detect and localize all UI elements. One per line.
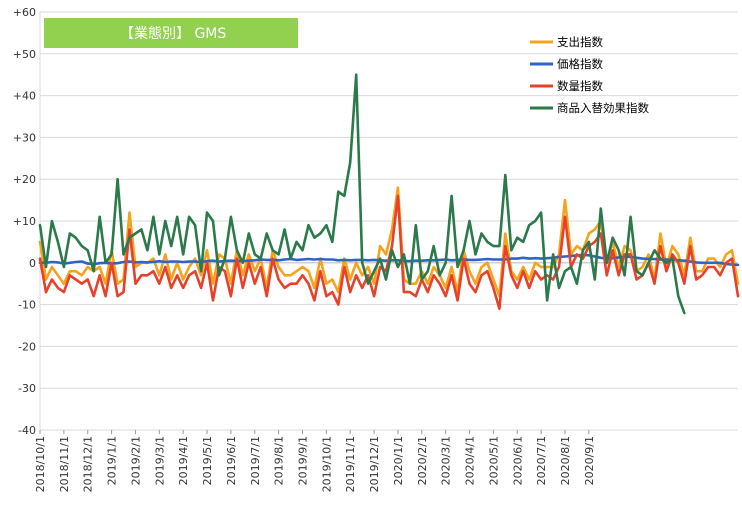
x-tick-label: 2020/1/1: [392, 436, 405, 485]
y-tick-label: -30: [18, 382, 36, 395]
x-tick-label: 2019/7/1: [249, 436, 262, 485]
x-tick-label: 2020/2/1: [416, 436, 429, 485]
y-tick-label: +60: [13, 6, 36, 19]
y-axis: +60 +50 +40 +30 +20 +10 0 -10 -20 -30 -40: [13, 6, 36, 437]
legend-label: 価格指数: [557, 57, 603, 71]
x-tick-label: 2020/6/1: [511, 436, 524, 485]
x-tick-label: 2020/5/1: [487, 436, 500, 485]
y-tick-label: -10: [18, 299, 36, 312]
y-tick-label: -40: [18, 424, 36, 437]
y-tick-label: -20: [18, 340, 36, 353]
x-tick-label: 2019/1/1: [106, 436, 119, 485]
x-tick-label: 2020/9/1: [583, 436, 596, 485]
chart-title-box: 【業態別】 GMS: [44, 18, 298, 48]
y-tick-label: +50: [13, 48, 36, 61]
x-tick-label: 2018/10/1: [34, 436, 47, 492]
x-tick-label: 2019/5/1: [201, 436, 214, 485]
y-tick-label: 0: [29, 257, 36, 270]
x-tick-label: 2019/4/1: [177, 436, 190, 485]
chart-title-background: [44, 18, 298, 48]
x-tick-label: 2019/6/1: [225, 436, 238, 485]
y-tick-label: +30: [13, 131, 36, 144]
chart-title: 【業態別】 GMS: [120, 26, 226, 42]
x-tick-label: 2020/4/1: [464, 436, 477, 485]
legend-label: 数量指数: [557, 79, 603, 93]
x-tick-label: 2020/3/1: [440, 436, 453, 485]
legend-label: 商品入替効果指数: [557, 101, 649, 115]
x-tick-label: 2018/12/1: [82, 436, 95, 492]
series-layer: [38, 73, 740, 315]
y-tick-label: +40: [13, 90, 36, 103]
y-tick-label: +10: [13, 215, 36, 228]
grid-layer: [39, 11, 738, 431]
series-line-4: [38, 73, 686, 315]
x-tick-label: 2019/9/1: [296, 436, 309, 485]
x-tick-label: 2019/11/1: [344, 436, 357, 492]
x-tick-label: 2019/12/1: [368, 436, 381, 492]
x-tick-label: 2020/8/1: [559, 436, 572, 485]
x-tick-label: 2019/8/1: [273, 436, 286, 485]
x-tick-label: 2020/7/1: [535, 436, 548, 485]
legend-label: 支出指数: [557, 35, 603, 49]
x-tick-label: 2018/11/1: [58, 436, 71, 492]
x-tick-label: 2019/10/1: [320, 436, 333, 492]
x-tick-label: 2019/3/1: [153, 436, 166, 485]
x-axis: 2018/10/1 2018/11/1 2018/12/1 2019/1/1 2019/…: [34, 430, 596, 492]
x-tick-label: 2019/2/1: [129, 436, 142, 485]
y-tick-label: +20: [13, 173, 36, 186]
